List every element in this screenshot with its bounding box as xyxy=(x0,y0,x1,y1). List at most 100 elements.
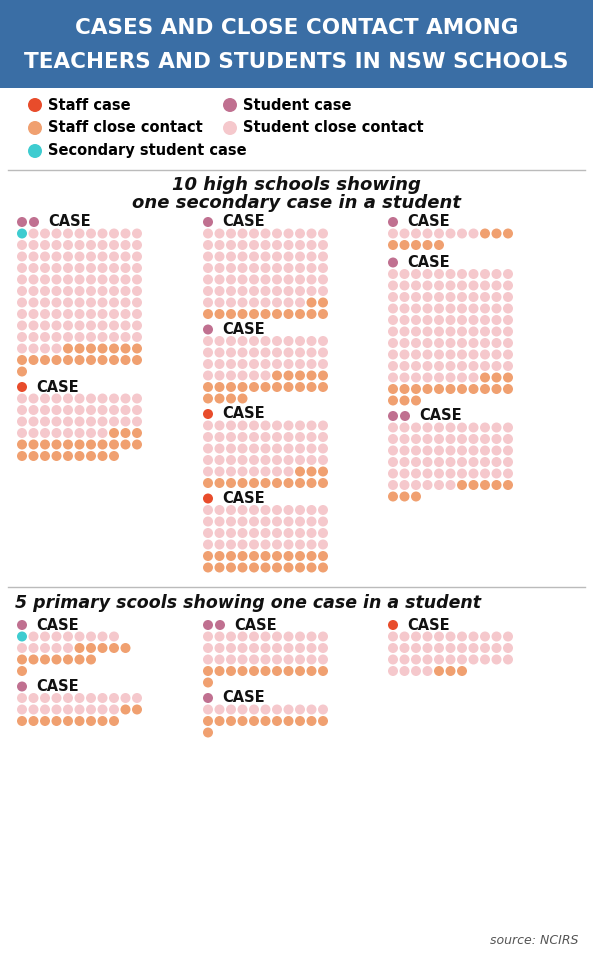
Circle shape xyxy=(295,716,305,726)
Circle shape xyxy=(86,631,96,642)
Circle shape xyxy=(457,654,467,665)
Circle shape xyxy=(411,631,421,642)
Circle shape xyxy=(318,359,328,369)
Circle shape xyxy=(40,263,50,273)
Circle shape xyxy=(28,121,42,135)
Circle shape xyxy=(492,446,502,456)
Circle shape xyxy=(283,359,294,369)
Circle shape xyxy=(318,297,328,308)
Circle shape xyxy=(226,716,236,726)
Circle shape xyxy=(272,563,282,573)
Circle shape xyxy=(445,457,455,467)
Circle shape xyxy=(422,372,432,383)
Circle shape xyxy=(109,297,119,308)
Circle shape xyxy=(120,428,130,438)
Circle shape xyxy=(422,384,432,394)
Circle shape xyxy=(109,309,119,319)
Circle shape xyxy=(480,280,490,291)
Circle shape xyxy=(86,716,96,726)
Circle shape xyxy=(411,654,421,665)
Circle shape xyxy=(75,428,84,438)
Circle shape xyxy=(492,361,502,371)
Circle shape xyxy=(17,332,27,342)
Circle shape xyxy=(400,349,410,360)
Circle shape xyxy=(238,251,247,262)
Circle shape xyxy=(52,654,62,665)
Circle shape xyxy=(226,517,236,526)
Circle shape xyxy=(307,347,317,358)
Circle shape xyxy=(226,705,236,714)
Circle shape xyxy=(120,320,130,331)
Circle shape xyxy=(388,643,398,653)
Circle shape xyxy=(260,228,270,239)
Circle shape xyxy=(226,359,236,369)
Circle shape xyxy=(318,705,328,714)
Circle shape xyxy=(40,716,50,726)
Circle shape xyxy=(238,359,247,369)
Circle shape xyxy=(468,303,479,314)
Circle shape xyxy=(86,332,96,342)
Circle shape xyxy=(86,274,96,285)
Circle shape xyxy=(132,240,142,250)
Circle shape xyxy=(120,251,130,262)
Circle shape xyxy=(434,349,444,360)
Circle shape xyxy=(249,382,259,392)
Circle shape xyxy=(492,480,502,490)
Circle shape xyxy=(468,480,479,490)
Circle shape xyxy=(503,292,513,302)
Circle shape xyxy=(203,240,213,250)
Circle shape xyxy=(457,349,467,360)
Circle shape xyxy=(411,666,421,676)
Circle shape xyxy=(468,384,479,394)
Circle shape xyxy=(75,439,84,450)
Circle shape xyxy=(445,349,455,360)
Circle shape xyxy=(203,716,213,726)
Circle shape xyxy=(226,420,236,431)
Circle shape xyxy=(52,393,62,404)
Circle shape xyxy=(503,654,513,665)
Circle shape xyxy=(468,315,479,325)
Circle shape xyxy=(457,361,467,371)
Circle shape xyxy=(400,457,410,467)
Circle shape xyxy=(28,144,42,158)
Circle shape xyxy=(400,228,410,239)
Circle shape xyxy=(215,517,225,526)
Circle shape xyxy=(203,432,213,442)
Circle shape xyxy=(445,361,455,371)
Circle shape xyxy=(109,643,119,653)
Circle shape xyxy=(109,428,119,438)
Circle shape xyxy=(295,432,305,442)
Circle shape xyxy=(434,303,444,314)
Circle shape xyxy=(28,643,39,653)
Circle shape xyxy=(28,405,39,415)
Circle shape xyxy=(295,517,305,526)
Circle shape xyxy=(40,405,50,415)
Circle shape xyxy=(86,393,96,404)
Circle shape xyxy=(457,434,467,444)
Circle shape xyxy=(307,478,317,488)
Circle shape xyxy=(132,251,142,262)
Circle shape xyxy=(203,693,213,703)
Circle shape xyxy=(318,286,328,296)
Circle shape xyxy=(295,274,305,285)
Circle shape xyxy=(260,274,270,285)
Circle shape xyxy=(318,551,328,561)
Circle shape xyxy=(283,654,294,665)
Circle shape xyxy=(97,716,107,726)
Circle shape xyxy=(480,228,490,239)
Circle shape xyxy=(238,466,247,477)
Circle shape xyxy=(283,240,294,250)
Circle shape xyxy=(97,705,107,714)
Circle shape xyxy=(307,716,317,726)
Circle shape xyxy=(492,372,502,383)
Circle shape xyxy=(468,654,479,665)
Circle shape xyxy=(249,263,259,273)
Circle shape xyxy=(203,382,213,392)
Circle shape xyxy=(283,382,294,392)
Circle shape xyxy=(400,326,410,337)
Circle shape xyxy=(492,326,502,337)
Circle shape xyxy=(40,693,50,703)
Circle shape xyxy=(17,643,27,653)
Circle shape xyxy=(468,361,479,371)
Circle shape xyxy=(17,320,27,331)
